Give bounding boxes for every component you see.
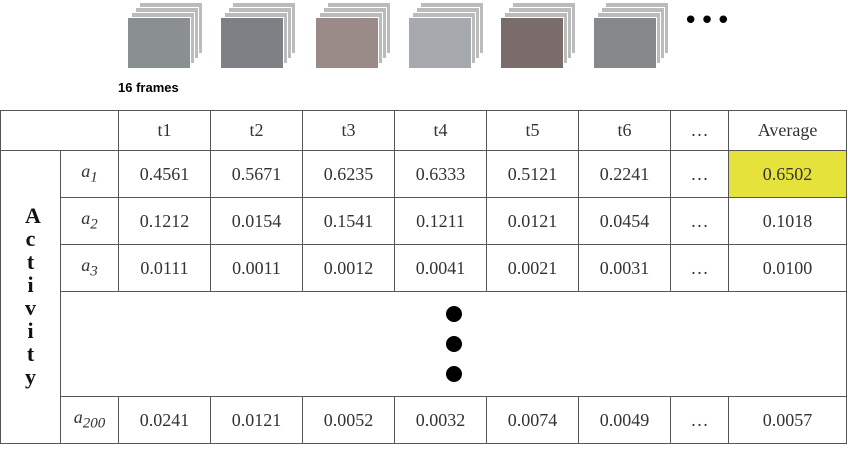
cell: 0.0057 xyxy=(729,397,847,444)
row-subscript: 1 xyxy=(90,170,98,186)
column-header: t5 xyxy=(487,111,579,151)
row-subscript: 2 xyxy=(90,217,98,233)
cell: … xyxy=(671,151,729,198)
cell: 0.1212 xyxy=(119,198,211,245)
row-label: a1 xyxy=(61,151,119,198)
frame-stack xyxy=(220,2,300,72)
cell: 0.6333 xyxy=(395,151,487,198)
cell: 0.6235 xyxy=(303,151,395,198)
frame xyxy=(593,17,657,69)
ellipsis-dot xyxy=(446,366,462,382)
cell: 0.0049 xyxy=(579,397,671,444)
cell: 0.0154 xyxy=(211,198,303,245)
row-label: a3 xyxy=(61,245,119,292)
cell: 0.0111 xyxy=(119,245,211,292)
frame-stack xyxy=(408,2,488,72)
cell: 0.0052 xyxy=(303,397,395,444)
cell: 0.0100 xyxy=(729,245,847,292)
frame-stack xyxy=(500,2,580,72)
group-cell: Activity xyxy=(1,151,61,444)
row-letter: a xyxy=(81,208,90,228)
frame xyxy=(127,17,191,69)
ellipsis-dot xyxy=(446,306,462,322)
cell: 0.0031 xyxy=(579,245,671,292)
frames-strip: ••• 16 frames xyxy=(0,0,848,110)
cell: 0.0011 xyxy=(211,245,303,292)
cell: 0.4561 xyxy=(119,151,211,198)
cell: 0.6502 xyxy=(729,151,847,198)
frame xyxy=(315,17,379,69)
cell: 0.1018 xyxy=(729,198,847,245)
column-header: t6 xyxy=(579,111,671,151)
cell: … xyxy=(671,397,729,444)
frame-stack xyxy=(593,2,673,72)
frame-stack xyxy=(315,2,395,72)
cell: 0.1211 xyxy=(395,198,487,245)
cell: 0.1541 xyxy=(303,198,395,245)
row-subscript: 200 xyxy=(83,416,106,432)
row-letter: a xyxy=(81,255,90,275)
frame xyxy=(500,17,564,69)
column-header: t2 xyxy=(211,111,303,151)
ellipsis-row xyxy=(1,292,847,397)
frame-stack xyxy=(127,2,207,72)
cell: 0.0012 xyxy=(303,245,395,292)
row-label: a200 xyxy=(61,397,119,444)
frames-caption: 16 frames xyxy=(118,80,179,95)
frame xyxy=(220,17,284,69)
column-header: t4 xyxy=(395,111,487,151)
cell: 0.0454 xyxy=(579,198,671,245)
column-header: t3 xyxy=(303,111,395,151)
row-subscript: 3 xyxy=(90,264,98,280)
frame xyxy=(408,17,472,69)
ellipsis-cell xyxy=(61,292,847,397)
cell: … xyxy=(671,245,729,292)
cell: … xyxy=(671,198,729,245)
column-header: t1 xyxy=(119,111,211,151)
cell: 0.0121 xyxy=(211,397,303,444)
cell: 0.5121 xyxy=(487,151,579,198)
cell: 0.5671 xyxy=(211,151,303,198)
row-letter: a xyxy=(74,407,83,427)
page: ••• 16 frames t1t2t3t4t5t6…Average Activ… xyxy=(0,0,848,450)
cell: 0.0041 xyxy=(395,245,487,292)
cell: 0.0121 xyxy=(487,198,579,245)
group-label: Activity xyxy=(25,204,36,388)
cell: 0.0021 xyxy=(487,245,579,292)
corner-cell xyxy=(1,111,119,151)
cell: 0.2241 xyxy=(579,151,671,198)
row-label: a2 xyxy=(61,198,119,245)
more-frames: ••• xyxy=(683,6,732,36)
cell: 0.0241 xyxy=(119,397,211,444)
cell: 0.0074 xyxy=(487,397,579,444)
cell: 0.0032 xyxy=(395,397,487,444)
row-letter: a xyxy=(81,161,90,181)
column-header: … xyxy=(671,111,729,151)
column-header: Average xyxy=(729,111,847,151)
ellipsis-dot xyxy=(446,336,462,352)
